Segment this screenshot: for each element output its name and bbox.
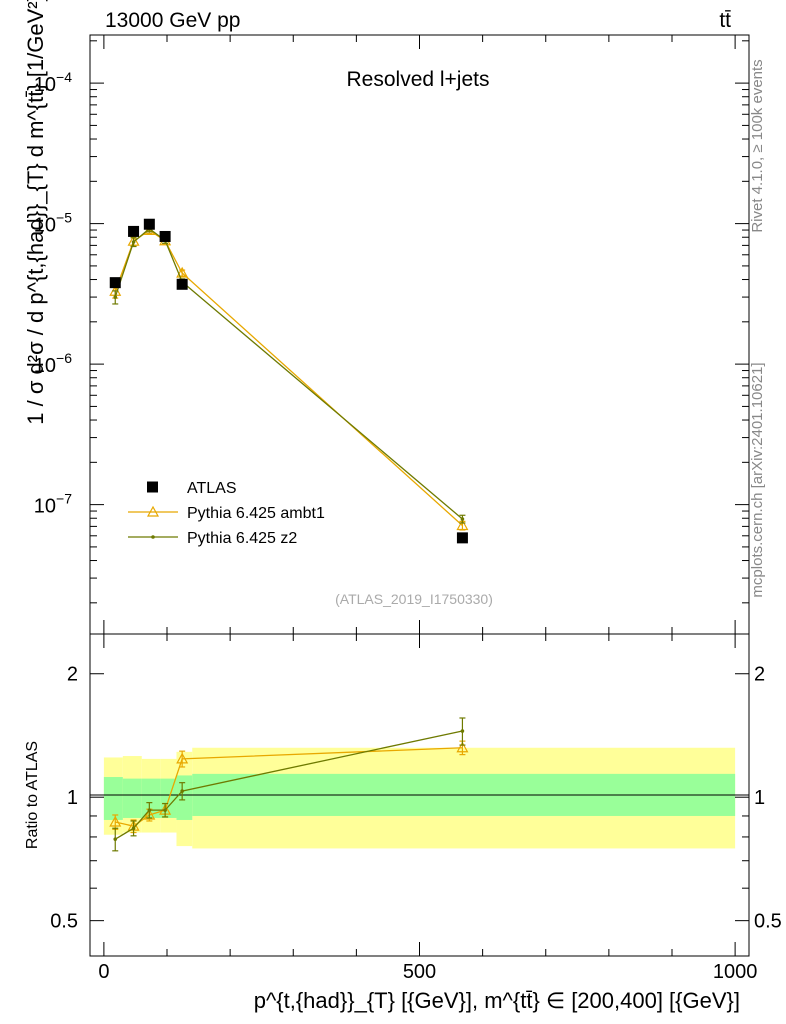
ratio-marker-z2	[113, 837, 118, 841]
marker-ambt1	[176, 266, 189, 278]
legend-label: Pythia 6.425 z2	[187, 530, 297, 547]
x-tick-label: 500	[403, 961, 436, 983]
main-y-tick-label: 10−7	[34, 491, 72, 518]
atlas-data-point	[143, 218, 155, 230]
mcplots-label: mcplots.cern.ch [arXiv:2401.10621]	[749, 362, 766, 597]
series-line-z2	[114, 227, 463, 520]
marker-z2	[113, 295, 118, 299]
analysis-watermark: (ATLAS_2019_I1750330)	[335, 591, 493, 607]
ratio-marker-z2	[147, 808, 152, 812]
atlas-data-point	[128, 225, 140, 237]
marker-z2	[460, 517, 465, 521]
legend-marker-atlas	[147, 481, 158, 493]
inner-uncertainty-band	[176, 775, 193, 820]
ratio-marker-ambt1	[143, 808, 156, 820]
inner-uncertainty-band	[103, 777, 123, 820]
ratio-y-tick-label-right: 1	[754, 787, 765, 809]
main-y-axis-label-text: 1 / σ d²σ / d p^{t,{had}}_{T} d m^{tt̄} …	[23, 0, 48, 425]
legend: ATLAS Pythia 6.425 ambt1 Pythia 6.425 z2	[128, 480, 325, 547]
atlas-data-point	[456, 532, 468, 544]
ratio-y-tick-label-left: 1	[67, 787, 78, 809]
x-axis-label: p^{t,{had}}_{T} [{GeV}], m^{tt̄} ∈ [200,…	[254, 988, 740, 1013]
header-energy: 13000 GeV pp	[105, 9, 240, 32]
ratio-y-axis-label: Ratio to ATLAS	[24, 741, 41, 849]
main-y-axis-label: 1 / σ d²σ / d p^{t,{had}}_{T} d m^{tt̄} …	[23, 0, 48, 425]
ratio-marker-ambt1	[176, 752, 189, 764]
inner-uncertainty-band	[141, 778, 161, 818]
inner-uncertainty-band	[122, 778, 142, 818]
ratio-y-tick-label-right: 0.5	[754, 911, 782, 933]
atlas-data-point	[159, 230, 171, 242]
marker-ambt1	[456, 519, 469, 531]
main-y-tick-label: 10−6	[34, 350, 72, 377]
ratio-line-z2	[114, 730, 463, 840]
ratio-marker-ambt1	[456, 741, 469, 753]
main-series	[109, 218, 469, 544]
x-tick-label: 1000	[713, 961, 758, 983]
ratio-series	[109, 717, 469, 852]
ratio-x-tick-labels: 0 500 1000	[98, 961, 757, 983]
main-y-tick-label: 10−5	[34, 210, 72, 237]
rivet-version-label: Rivet 4.1.0, ≥ 100k events	[749, 59, 766, 232]
ratio-marker-z2	[460, 729, 465, 733]
atlas-data-point	[109, 277, 121, 289]
marker-z2	[131, 240, 136, 244]
series-line-ambt1	[114, 229, 463, 527]
ratio-axis-ticks	[90, 634, 749, 956]
ratio-plot-frame	[89, 633, 750, 957]
header-process: tt̄	[719, 9, 731, 32]
x-tick-label: 0	[98, 961, 109, 983]
main-panel: 10−4 10−5 10−6 10−7 Resolved l+jets (ATLAS_…	[34, 34, 750, 635]
ratio-marker-z2	[180, 789, 184, 793]
ratio-y-tick-label-left: 0.5	[50, 911, 78, 933]
ratio-y-tick-label-right: 2	[754, 664, 765, 686]
legend-label: ATLAS	[187, 480, 237, 497]
main-axis-ticks	[90, 35, 749, 634]
legend-label: Pythia 6.425 ambt1	[187, 505, 325, 522]
ratio-panel: 2 2 1 1 0.5 0.5 0 500 1000	[50, 633, 782, 983]
main-plot-title: Resolved l+jets	[347, 68, 490, 91]
main-y-tick-label: 10−4	[34, 69, 72, 96]
ratio-marker-z2	[163, 808, 167, 812]
atlas-data-point	[176, 278, 188, 290]
main-y-tick-labels: 10−4 10−5 10−6 10−7	[34, 69, 72, 518]
ratio-uncertainty-bands	[103, 747, 736, 849]
ratio-marker-z2	[131, 826, 136, 831]
ratio-y-tick-label-left: 2	[67, 664, 78, 686]
ratio-y-tick-labels: 2 2 1 1 0.5 0.5	[50, 664, 782, 933]
legend-marker-ambt1	[146, 505, 160, 517]
legend-marker-z2	[151, 535, 155, 539]
ratio-marker-ambt1	[109, 815, 122, 827]
